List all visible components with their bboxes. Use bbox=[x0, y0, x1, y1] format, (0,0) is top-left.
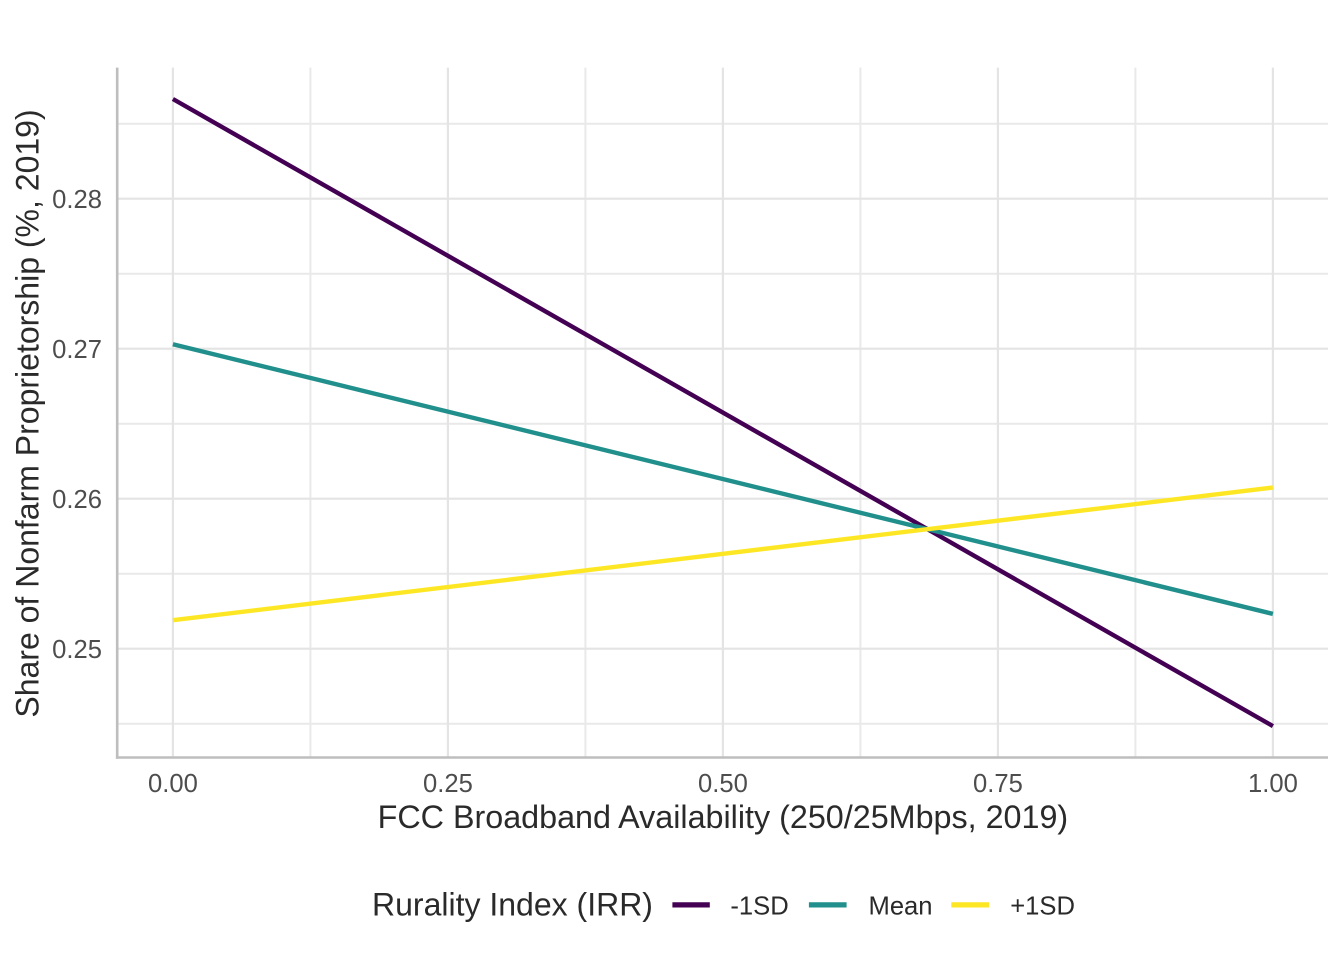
svg-text:0.25: 0.25 bbox=[52, 636, 102, 664]
svg-text:Rurality Index (IRR): Rurality Index (IRR) bbox=[372, 886, 653, 922]
svg-text:0.27: 0.27 bbox=[52, 336, 102, 364]
svg-text:0.75: 0.75 bbox=[973, 770, 1023, 798]
svg-text:FCC Broadband Availability (25: FCC Broadband Availability (250/25Mbps, … bbox=[378, 799, 1069, 835]
svg-text:Mean: Mean bbox=[869, 892, 933, 920]
svg-text:0.25: 0.25 bbox=[423, 770, 473, 798]
svg-text:-1SD: -1SD bbox=[730, 892, 788, 920]
svg-text:+1SD: +1SD bbox=[1010, 892, 1075, 920]
svg-text:0.26: 0.26 bbox=[52, 486, 102, 514]
svg-text:Share of Nonfarm Proprietorshi: Share of Nonfarm Proprietorship (%, 2019… bbox=[10, 109, 46, 717]
svg-text:0.28: 0.28 bbox=[52, 186, 102, 214]
svg-text:0.00: 0.00 bbox=[148, 770, 198, 798]
svg-text:0.50: 0.50 bbox=[698, 770, 748, 798]
svg-text:1.00: 1.00 bbox=[1248, 770, 1298, 798]
